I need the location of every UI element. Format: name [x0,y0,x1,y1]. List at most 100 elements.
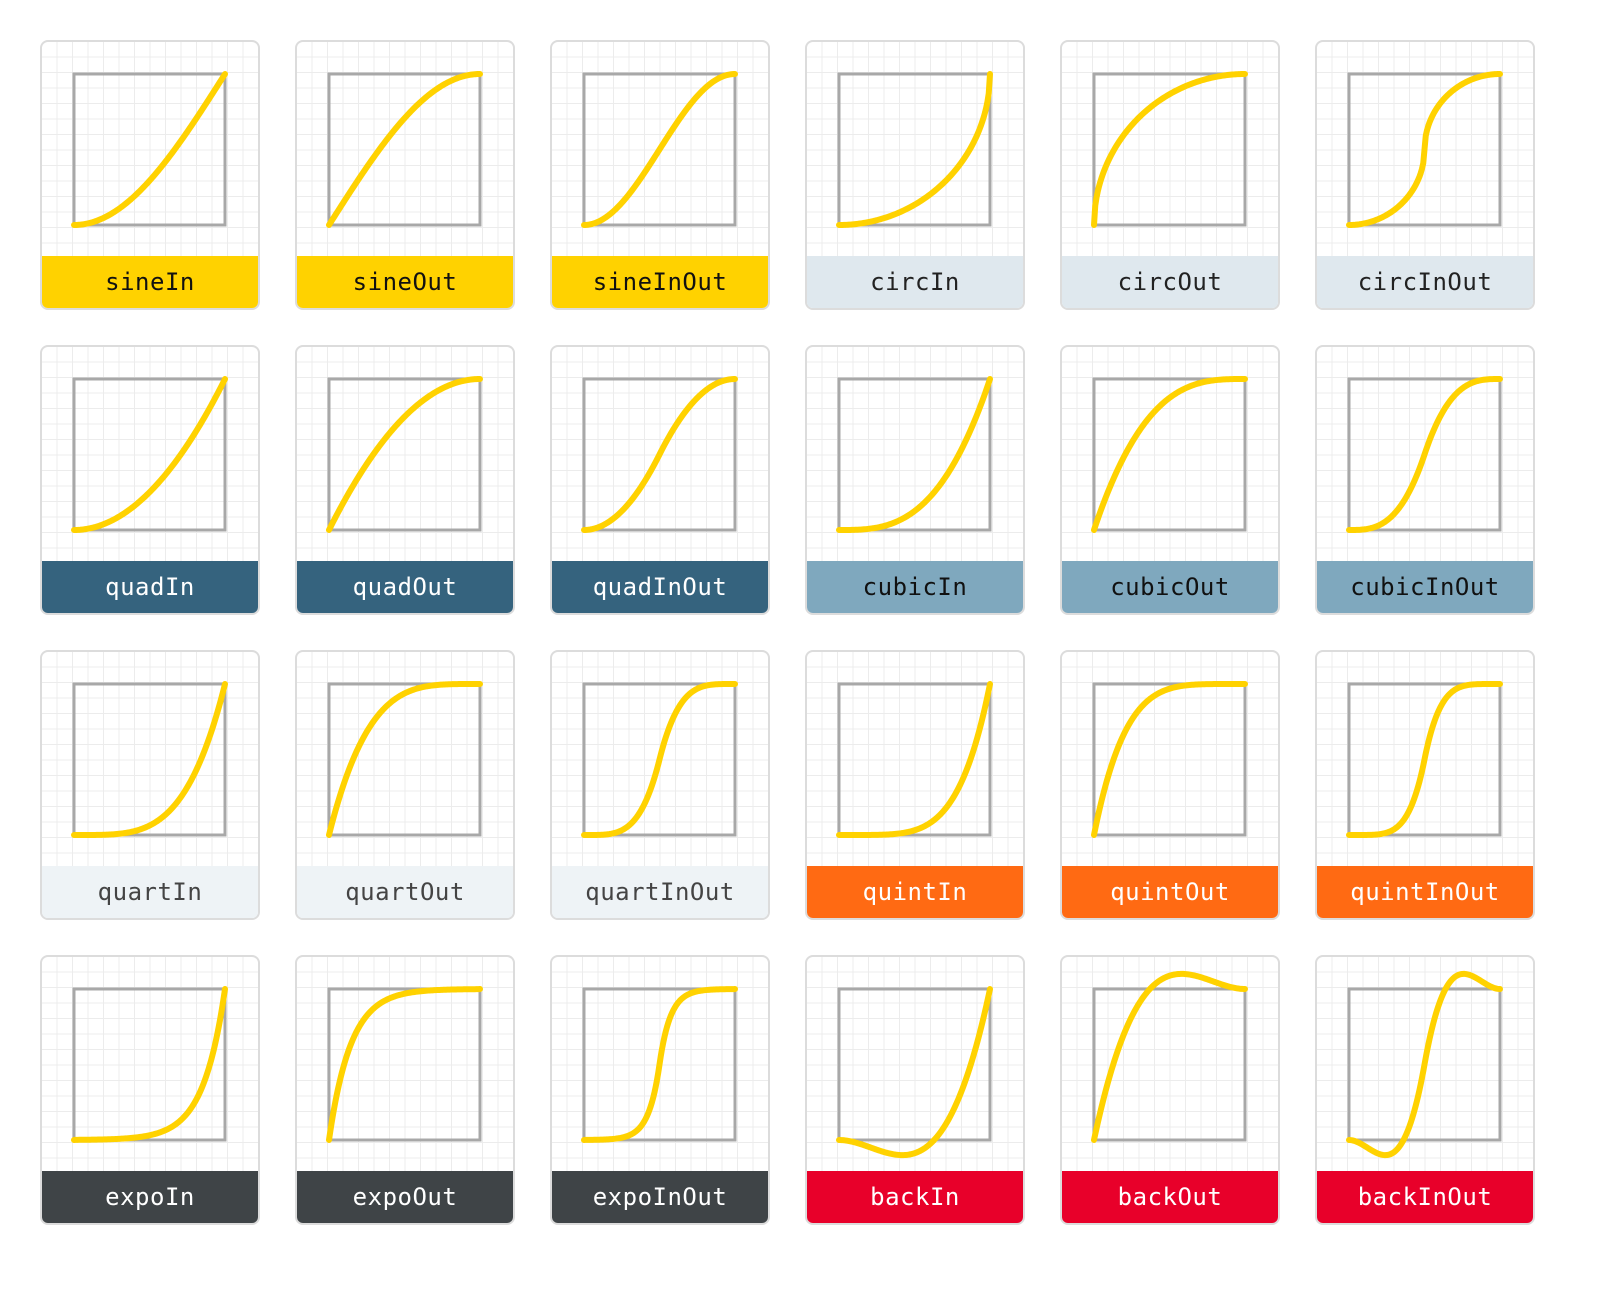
unit-frame [837,682,992,837]
easing-curve [1346,71,1503,228]
unit-frame [837,987,992,1142]
easing-curve [836,376,993,533]
easing-card-backInOut[interactable]: backInOut [1315,955,1535,1225]
unit-frame [837,377,992,532]
easing-curve [1091,681,1248,838]
easing-card-quintOut[interactable]: quintOut [1060,650,1280,920]
unit-frame [72,377,227,532]
unit-frame [1092,377,1247,532]
easing-card-cubicIn[interactable]: cubicIn [805,345,1025,615]
unit-frame [1092,682,1247,837]
easing-plot [1346,970,1503,1159]
unit-frame [837,72,992,227]
unit-frame [1092,987,1247,1142]
easing-plot [1346,681,1503,838]
unit-frame [1347,72,1502,227]
easing-card-quadInOut[interactable]: quadInOut [550,345,770,615]
easing-label: quadOut [297,561,513,613]
unit-frame [72,987,227,1142]
easing-curve [71,376,228,533]
easing-curve [1346,970,1503,1159]
easing-label: quartInOut [552,866,768,918]
easing-plot [71,681,228,838]
easing-card-expoOut[interactable]: expoOut [295,955,515,1225]
easing-curve [326,986,483,1143]
easing-card-expoInOut[interactable]: expoInOut [550,955,770,1225]
easing-curve [836,986,993,1159]
easing-plot [836,71,993,228]
easing-label: expoIn [42,1171,258,1223]
easing-label: cubicIn [807,561,1023,613]
easing-plot [326,681,483,838]
easing-card-quartInOut[interactable]: quartInOut [550,650,770,920]
unit-frame [327,682,482,837]
easing-plot [581,71,738,228]
easing-card-sineIn[interactable]: sineIn [40,40,260,310]
easing-curve [836,681,993,838]
unit-frame [327,987,482,1142]
unit-frame [1092,72,1247,227]
easing-plot [1091,681,1248,838]
easing-card-quartOut[interactable]: quartOut [295,650,515,920]
easing-card-sineOut[interactable]: sineOut [295,40,515,310]
easing-plot [581,376,738,533]
easing-card-quadIn[interactable]: quadIn [40,345,260,615]
easing-label: sineOut [297,256,513,308]
easing-label: quintIn [807,866,1023,918]
easing-card-quintInOut[interactable]: quintInOut [1315,650,1535,920]
easing-card-quintIn[interactable]: quintIn [805,650,1025,920]
easing-curve [1091,970,1248,1143]
easing-card-circIn[interactable]: circIn [805,40,1025,310]
easing-plot [581,681,738,838]
easing-curve [326,681,483,838]
easing-curve [1091,71,1248,228]
easing-label: cubicOut [1062,561,1278,613]
easing-label: circIn [807,256,1023,308]
unit-frame [582,377,737,532]
easing-label: circOut [1062,256,1278,308]
unit-frame [327,377,482,532]
easing-card-quartIn[interactable]: quartIn [40,650,260,920]
easing-plot [836,681,993,838]
easing-plot [326,71,483,228]
easing-curve [1346,681,1503,838]
easing-plot [836,986,993,1159]
unit-frame [72,682,227,837]
easing-plot [581,986,738,1143]
easing-curve [836,71,993,228]
easing-curve [71,681,228,838]
easing-curve [71,71,228,228]
easing-label: quadIn [42,561,258,613]
easing-plot [836,376,993,533]
easing-card-backIn[interactable]: backIn [805,955,1025,1225]
easing-card-cubicOut[interactable]: cubicOut [1060,345,1280,615]
easing-label: sineInOut [552,256,768,308]
easing-curve [581,376,738,533]
easing-plot [71,376,228,533]
easing-curve [581,986,738,1143]
easing-label: backOut [1062,1171,1278,1223]
easing-label: expoInOut [552,1171,768,1223]
easing-label: expoOut [297,1171,513,1223]
easing-card-circOut[interactable]: circOut [1060,40,1280,310]
easing-card-sineInOut[interactable]: sineInOut [550,40,770,310]
easing-card-circInOut[interactable]: circInOut [1315,40,1535,310]
unit-frame [72,72,227,227]
easing-curve [1091,376,1248,533]
unit-frame [1347,682,1502,837]
easing-label: sineIn [42,256,258,308]
easing-card-quadOut[interactable]: quadOut [295,345,515,615]
easing-label: cubicInOut [1317,561,1533,613]
easing-label: backInOut [1317,1171,1533,1223]
easing-card-cubicInOut[interactable]: cubicInOut [1315,345,1535,615]
unit-frame [582,682,737,837]
easing-plot [71,71,228,228]
easing-curve [71,986,228,1143]
easing-plot [1091,970,1248,1143]
easing-card-backOut[interactable]: backOut [1060,955,1280,1225]
easing-label: quartIn [42,866,258,918]
easing-card-expoIn[interactable]: expoIn [40,955,260,1225]
easing-plot [1346,376,1503,533]
easing-plot [1346,71,1503,228]
